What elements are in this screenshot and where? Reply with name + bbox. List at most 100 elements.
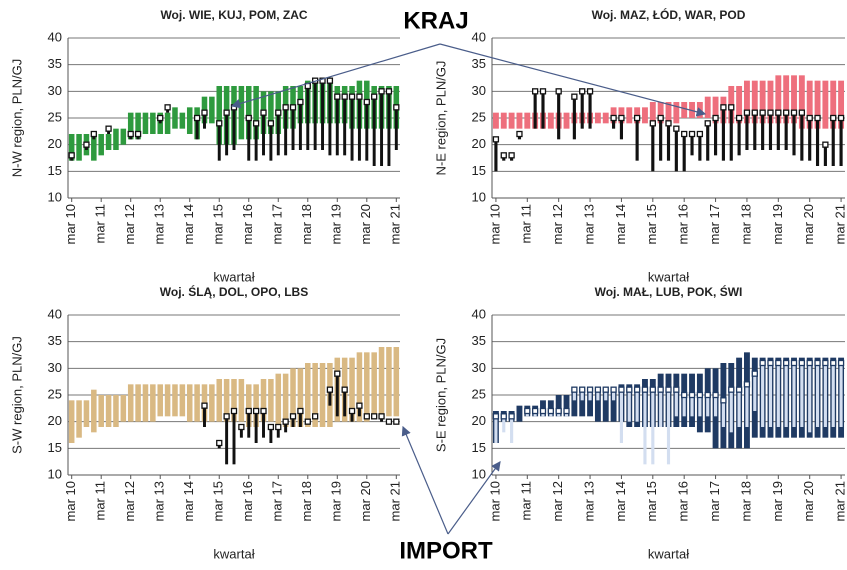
x-tick-label: mar 19 xyxy=(770,204,785,244)
range-bar xyxy=(217,123,221,161)
marker xyxy=(516,130,523,138)
range-bar xyxy=(142,112,149,134)
marker xyxy=(798,359,806,367)
marker xyxy=(348,407,356,415)
range-bar xyxy=(105,395,112,427)
range-bar xyxy=(298,411,302,427)
range-bar xyxy=(759,80,766,124)
range-bar xyxy=(492,112,499,129)
range-bar xyxy=(768,112,773,150)
range-bar xyxy=(68,400,75,443)
range-bar xyxy=(753,112,757,150)
range-bar xyxy=(783,75,790,124)
marker xyxy=(626,386,633,393)
marker xyxy=(837,359,845,367)
y-axis-label: N-W region, PLN/GJ xyxy=(9,59,24,177)
range-bar xyxy=(838,80,845,129)
range-bar xyxy=(751,80,758,124)
range-bar xyxy=(666,389,671,465)
range-bar xyxy=(673,102,680,124)
marker xyxy=(555,407,562,415)
marker xyxy=(238,423,245,431)
marker xyxy=(649,120,656,127)
range-bar xyxy=(737,118,741,156)
x-tick-label: mar 17 xyxy=(707,204,722,244)
range-bar xyxy=(231,379,237,422)
x-tick-label: mar 12 xyxy=(550,204,565,244)
marker xyxy=(230,407,238,415)
range-bar xyxy=(571,389,578,417)
range-bar xyxy=(494,139,498,172)
range-bar xyxy=(768,363,773,427)
range-bar xyxy=(635,118,639,161)
x-tick-label: mar 17 xyxy=(707,481,722,521)
marker xyxy=(790,359,798,367)
range-bar xyxy=(767,80,774,124)
range-bar xyxy=(262,112,265,156)
range-bar xyxy=(682,395,686,417)
range-bar xyxy=(775,75,782,124)
marker xyxy=(657,386,664,393)
range-bar xyxy=(232,107,236,150)
x-tick-label: mar 18 xyxy=(299,481,314,521)
range-bar xyxy=(150,384,156,422)
annotation: IMPORT xyxy=(399,537,493,564)
x-tick-label: mar 14 xyxy=(613,481,628,521)
range-bar xyxy=(627,389,631,422)
marker xyxy=(201,109,208,116)
range-bar xyxy=(105,134,112,150)
range-bar xyxy=(706,395,710,417)
range-bar xyxy=(572,96,576,140)
marker xyxy=(743,109,751,116)
marker xyxy=(245,114,252,122)
marker xyxy=(728,386,735,393)
marker xyxy=(822,141,829,148)
marker xyxy=(216,120,223,127)
range-bar xyxy=(626,107,633,124)
range-bar xyxy=(247,411,251,438)
y-tick-label: 20 xyxy=(48,413,62,428)
marker xyxy=(704,120,711,127)
range-bar xyxy=(245,384,252,427)
x-tick-label: mar 10 xyxy=(487,204,502,244)
marker xyxy=(720,397,727,404)
x-tick-label: mar 21 xyxy=(388,204,403,244)
range-bar xyxy=(643,389,647,465)
marker xyxy=(767,359,774,367)
marker xyxy=(127,130,134,138)
marker xyxy=(681,130,688,138)
marker xyxy=(267,423,275,431)
range-bar xyxy=(245,86,252,140)
range-bar xyxy=(690,134,694,156)
range-bar xyxy=(343,96,347,156)
range-bar xyxy=(290,368,296,427)
marker xyxy=(385,418,393,425)
x-tick-label: mar 13 xyxy=(152,204,167,244)
range-bar xyxy=(753,373,757,411)
marker xyxy=(618,386,625,393)
marker xyxy=(83,141,90,148)
range-bar xyxy=(784,363,788,427)
range-bar xyxy=(587,389,593,417)
marker xyxy=(371,93,378,100)
range-bar xyxy=(239,427,243,438)
x-tick-label: mar 17 xyxy=(270,481,285,521)
range-bar xyxy=(232,411,236,465)
range-bar xyxy=(510,416,514,443)
range-bar xyxy=(800,112,804,161)
range-bar xyxy=(291,416,295,427)
marker xyxy=(657,114,664,122)
range-bar xyxy=(328,80,332,156)
y-axis-label: S-W region, PLN/GJ xyxy=(9,336,24,454)
marker xyxy=(571,386,578,393)
range-bar xyxy=(682,134,686,172)
marker xyxy=(688,130,696,138)
marker xyxy=(547,407,554,415)
range-bar xyxy=(357,405,361,417)
range-bar xyxy=(298,102,302,150)
range-bar xyxy=(238,86,245,140)
range-bar xyxy=(579,389,586,417)
range-bar xyxy=(164,112,171,134)
range-bar xyxy=(792,363,796,427)
range-bar xyxy=(580,389,584,401)
